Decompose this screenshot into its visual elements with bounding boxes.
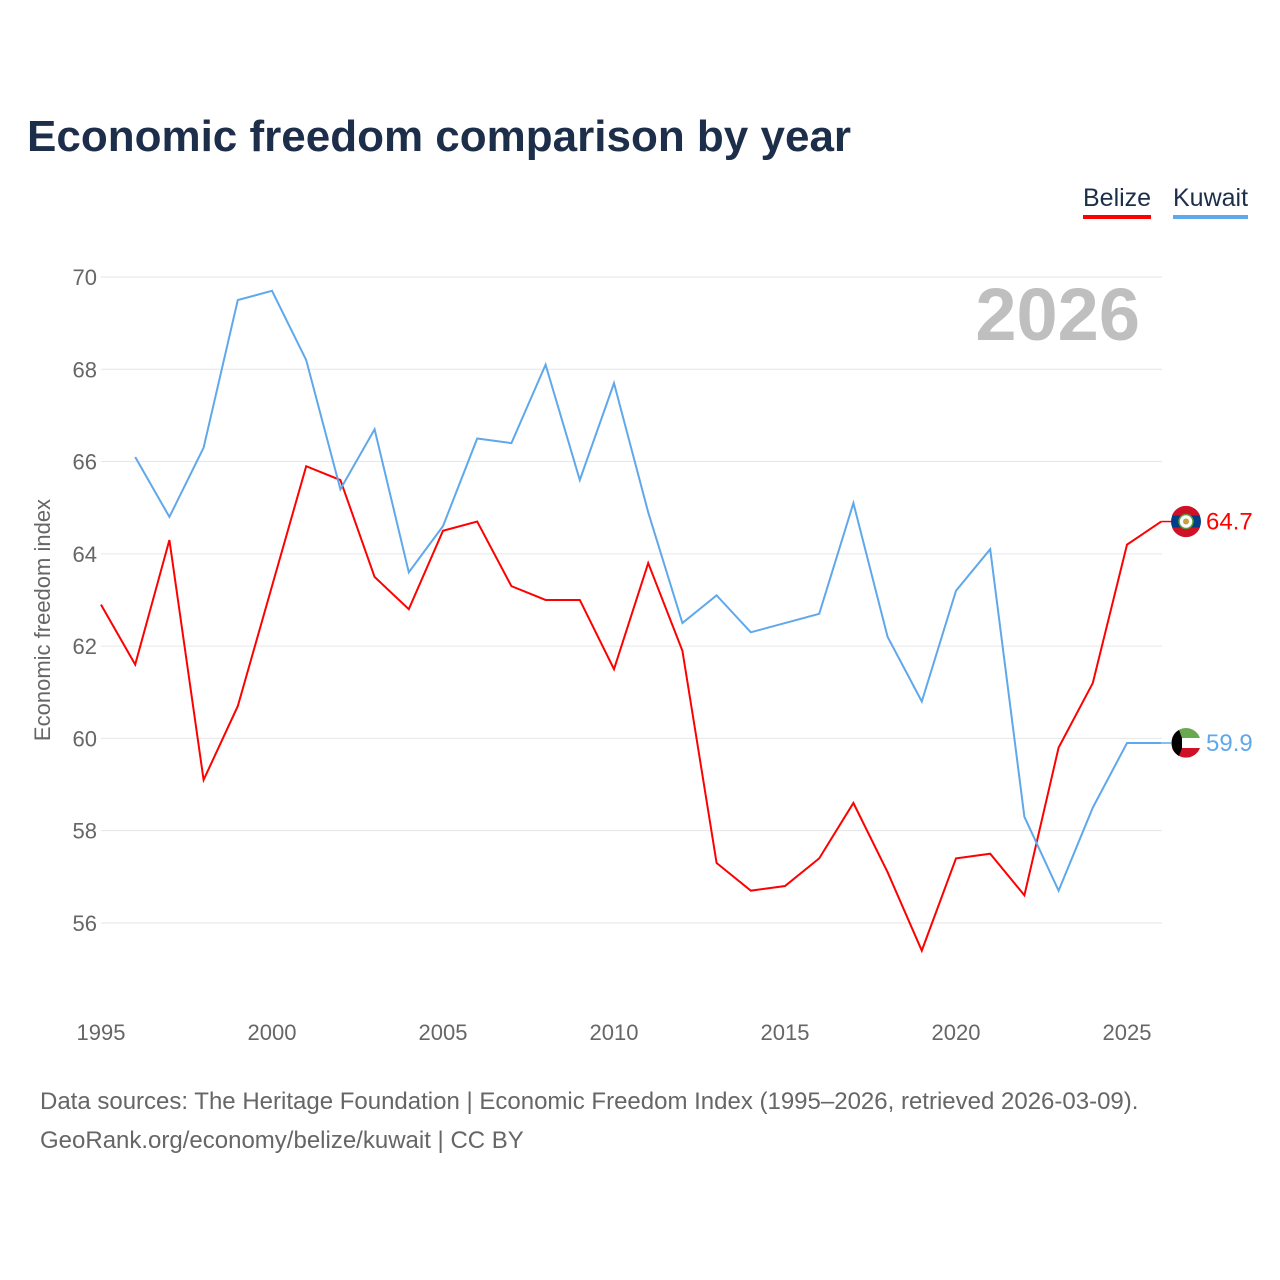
- y-tick-label: 68: [73, 357, 97, 382]
- y-tick-label: 70: [73, 265, 97, 290]
- y-tick-label: 56: [73, 911, 97, 936]
- legend-belize[interactable]: Belize: [1083, 184, 1152, 219]
- x-tick-label: 1995: [77, 1020, 126, 1045]
- y-tick-label: 64: [73, 542, 97, 567]
- source-text: Data sources: The Heritage Foundation | …: [40, 1088, 1139, 1115]
- x-tick-label: 2000: [248, 1020, 297, 1045]
- series-line-belize: [100, 464, 1162, 954]
- legend-kuwait[interactable]: Kuwait: [1173, 184, 1249, 219]
- x-tick-label: 2025: [1103, 1020, 1152, 1045]
- y-tick-label: 60: [73, 726, 97, 751]
- belize-flag-stripe: [1172, 505, 1200, 516]
- source-link[interactable]: GeoRank.org/economy/belize/kuwait | CC B…: [40, 1127, 524, 1154]
- y-tick-label: 66: [73, 450, 97, 475]
- y-tick-label: 62: [73, 634, 97, 659]
- kuwait-flag-black: [1171, 730, 1182, 757]
- x-tick-label: 2010: [590, 1020, 639, 1045]
- belize-flag-stripe: [1172, 527, 1200, 538]
- chart-title: Economic freedom comparison by year: [27, 112, 852, 161]
- end-value-label: 59.9: [1206, 730, 1253, 757]
- x-tick-label: 2015: [761, 1020, 810, 1045]
- y-tick-label: 58: [73, 819, 97, 844]
- x-tick-label: 2005: [419, 1020, 468, 1045]
- year-label: 2026: [975, 273, 1140, 356]
- belize-flag-emblem-center: [1183, 518, 1189, 525]
- x-tick-label: 2020: [932, 1020, 981, 1045]
- end-value-label: 64.7: [1206, 509, 1253, 536]
- series-line-kuwait: [134, 289, 1162, 894]
- y-axis-label: Economic freedom index: [30, 499, 55, 741]
